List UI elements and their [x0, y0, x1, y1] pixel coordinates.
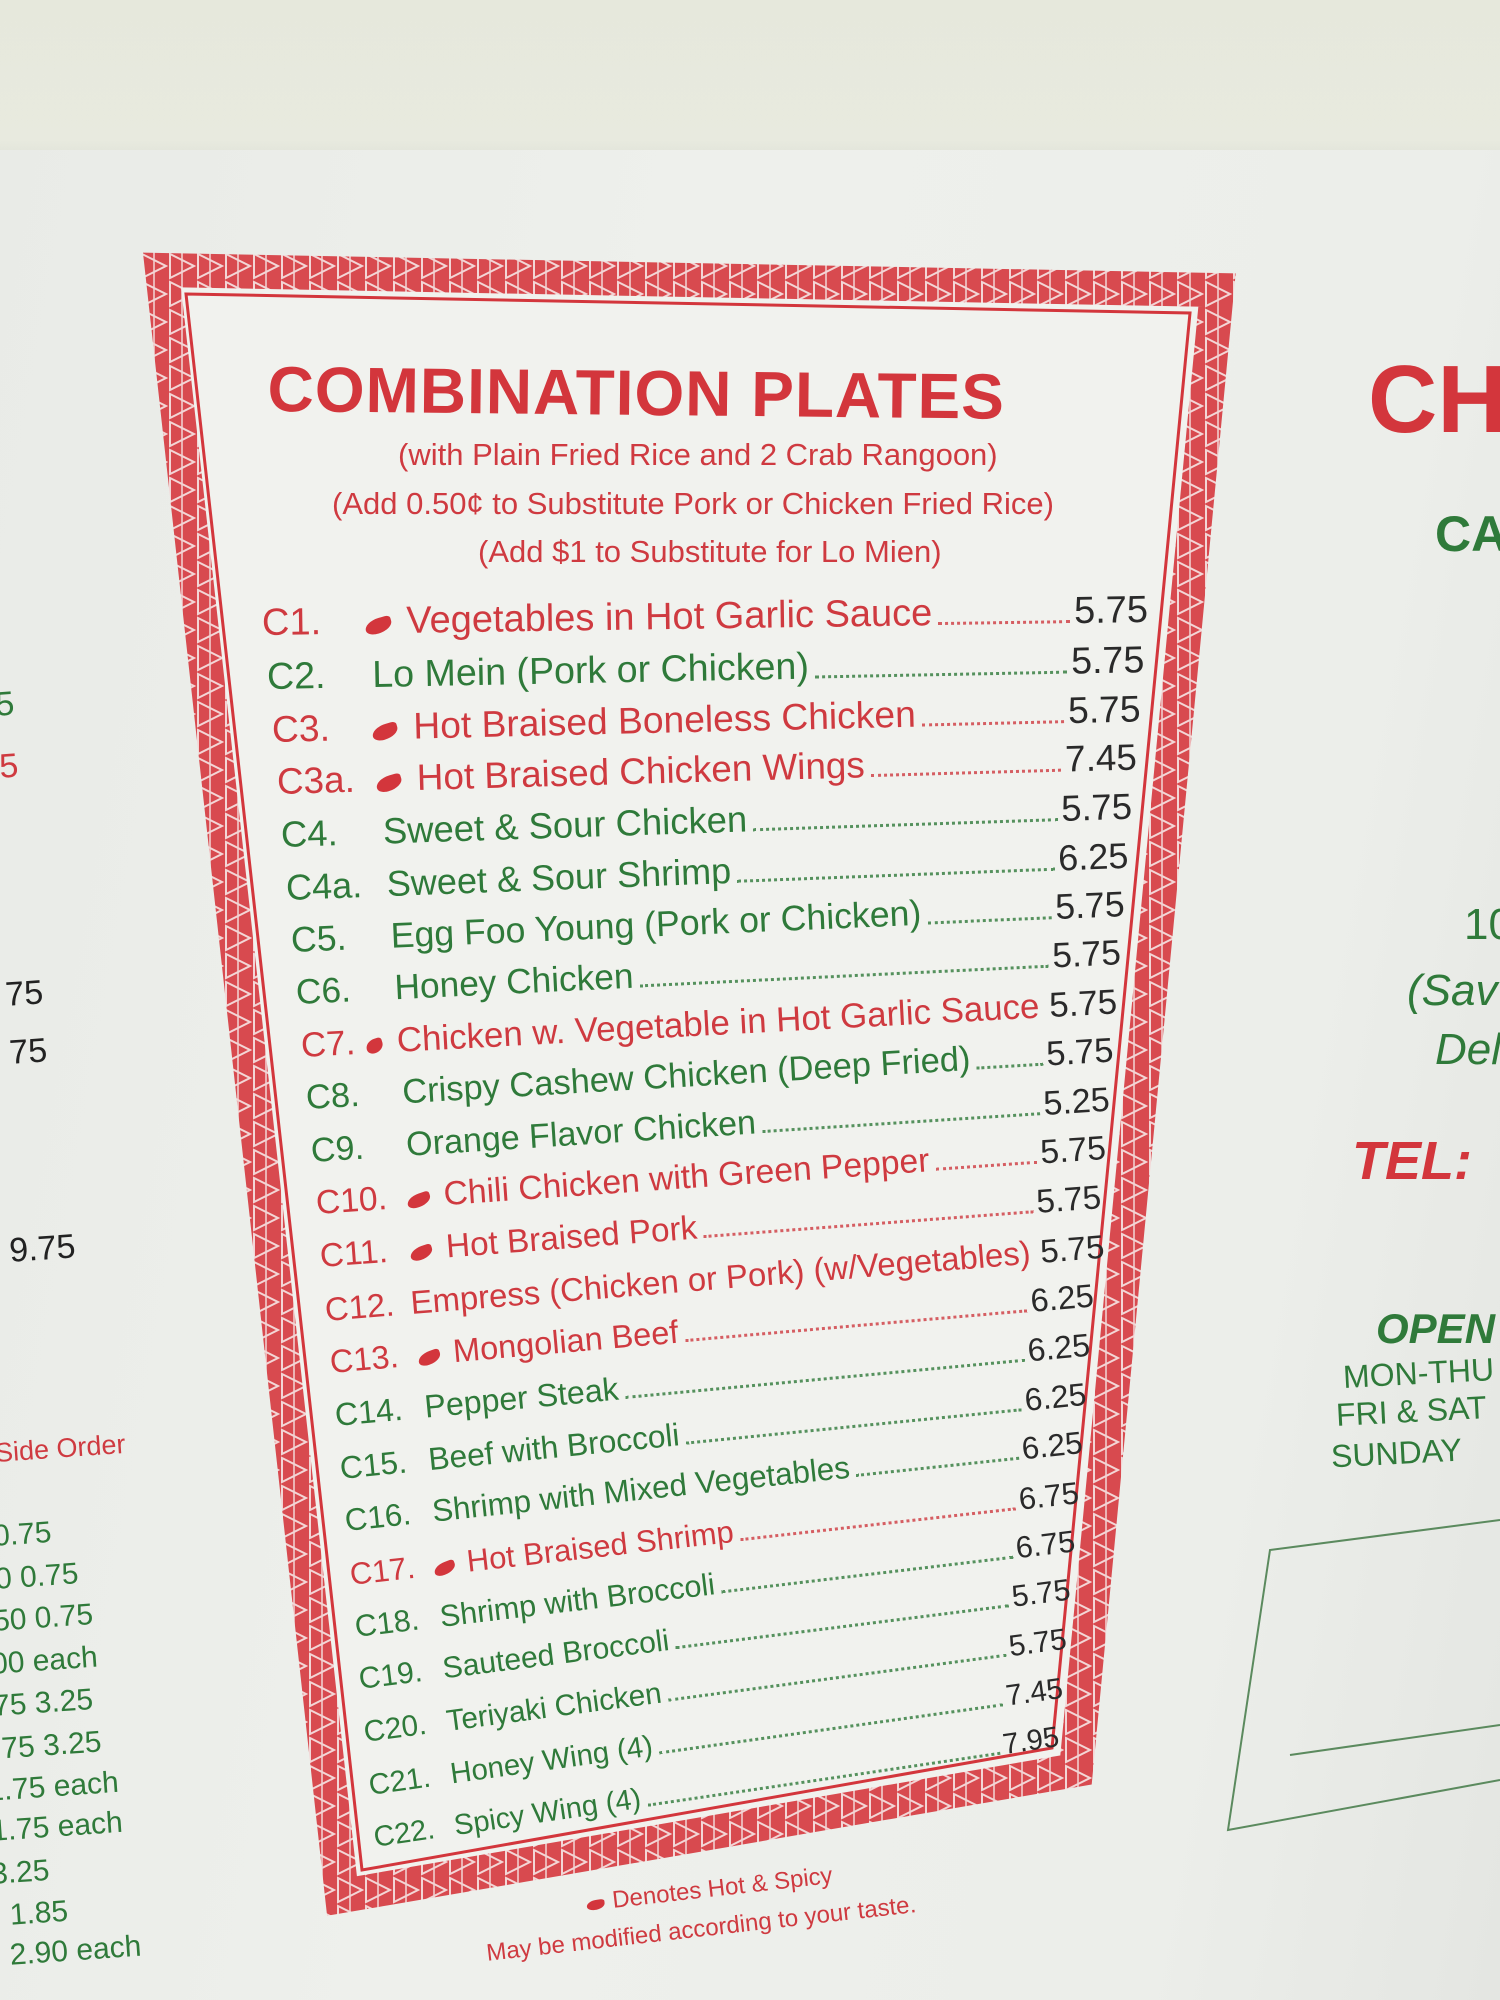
side-order-line: 75 3.25 — [0, 1683, 95, 1723]
item-price: 5.75 — [1038, 1130, 1107, 1172]
menu-title: COMBINATION PLATES — [267, 352, 1006, 433]
address-line: 10 — [1464, 900, 1500, 949]
left-panel-price: 75 — [8, 1031, 49, 1072]
left-panel-price: 75 — [4, 973, 45, 1014]
chili-pepper-icon — [586, 1898, 606, 1911]
item-price: 5.75 — [1070, 638, 1145, 682]
item-price: 5.75 — [1007, 1622, 1069, 1663]
item-price: 5.75 — [1045, 1031, 1115, 1074]
chili-pepper-icon — [374, 772, 404, 795]
border-frame — [142, 252, 1236, 1916]
menu-subtitle: (Add $1 to Substitute for Lo Mien) — [478, 534, 942, 569]
address-line: (Sav — [1407, 966, 1498, 1015]
item-code: C4a. — [285, 864, 364, 909]
left-panel-price: 5 — [0, 684, 16, 724]
item-price: 5.75 — [1073, 589, 1149, 633]
item-code: C1. — [261, 601, 322, 645]
item-price: 5.75 — [1048, 982, 1119, 1026]
dot-leader — [938, 620, 1071, 626]
chili-pepper-icon — [395, 1302, 401, 1316]
chili-pepper-icon — [408, 1242, 436, 1264]
dot-leader — [753, 818, 1059, 832]
item-price: 7.45 — [1064, 736, 1137, 780]
dot-leader — [814, 670, 1068, 679]
item-price: 5.75 — [1054, 884, 1126, 928]
chili-pepper-icon — [404, 1190, 432, 1211]
hours-line: SUNDAY — [1330, 1431, 1463, 1475]
chili-pepper-icon — [416, 1348, 443, 1369]
side-order-line: . 1.85 — [0, 1894, 70, 1933]
left-panel-price: 9.75 — [8, 1227, 77, 1270]
item-price: 5.75 — [1039, 1228, 1106, 1271]
item-price: 6.75 — [1016, 1474, 1081, 1517]
item-price: 5.75 — [1010, 1573, 1073, 1614]
chili-pepper-icon — [364, 1037, 385, 1056]
item-price: 5.25 — [1041, 1081, 1111, 1124]
item-code: C11. — [318, 1233, 390, 1276]
item-code: C5. — [290, 917, 348, 961]
hours-heading: OPEN — [1376, 1305, 1496, 1352]
item-price: 6.25 — [1025, 1327, 1092, 1369]
side-order-line: 3.25 — [0, 1853, 51, 1891]
item-price: 5.75 — [1067, 687, 1141, 732]
item-price: 5.75 — [1035, 1179, 1103, 1222]
item-price: 5.75 — [1051, 933, 1122, 976]
dot-leader — [921, 720, 1065, 727]
item-code: C3a. — [275, 759, 355, 803]
chili-pepper-icon — [363, 614, 393, 637]
dot-leader — [870, 768, 1062, 778]
dot-leader — [976, 1063, 1043, 1070]
item-price: 6.25 — [1029, 1277, 1096, 1320]
restaurant-subtitle-partial: CA — [1435, 506, 1500, 562]
item-price: 6.75 — [1013, 1523, 1077, 1565]
item-code: C9. — [309, 1129, 365, 1171]
chili-pepper-icon — [370, 721, 400, 743]
left-panel-price: 5 — [0, 746, 20, 786]
item-price: 7.45 — [1003, 1671, 1066, 1713]
dot-leader — [737, 867, 1056, 884]
item-code: C12. — [323, 1285, 397, 1329]
item-name: Vegetables in Hot Garlic Sauce — [406, 592, 933, 643]
hours-line: FRI & SAT — [1335, 1389, 1488, 1433]
item-code: C13. — [328, 1338, 401, 1381]
item-code: C10. — [314, 1180, 388, 1223]
side-order-line: 0 0.75 — [0, 1557, 80, 1596]
item-price: 6.25 — [1019, 1425, 1084, 1467]
item-code: C2. — [266, 654, 326, 698]
restaurant-name-partial: CH — [1368, 346, 1500, 453]
side-order-line: 50 0.75 — [0, 1598, 95, 1638]
item-name: Lo Mein (Pork or Chicken) — [371, 644, 810, 696]
item-code: C6. — [295, 970, 352, 1013]
item-code: C4. — [280, 812, 339, 856]
item-price: 6.25 — [1057, 835, 1130, 879]
chili-pepper-icon — [431, 1558, 457, 1578]
item-code: C7. — [299, 1023, 357, 1066]
right-panel-box — [1226, 1519, 1500, 1832]
address-line: Del — [1435, 1025, 1500, 1074]
item-price: 5.75 — [1060, 785, 1134, 830]
menu-subtitle: (Add 0.50¢ to Substitute Pork or Chicken… — [332, 486, 1054, 521]
item-code: C3. — [271, 706, 331, 751]
item-price: 6.25 — [1022, 1376, 1088, 1419]
dot-leader — [927, 916, 1052, 925]
telephone-label: TEL: — [1352, 1131, 1472, 1191]
menu-subtitle: (with Plain Fried Rice and 2 Crab Rangoo… — [398, 437, 998, 472]
item-code: C8. — [304, 1076, 361, 1118]
side-order-line: 0.75 — [0, 1515, 53, 1553]
dot-leader — [935, 1161, 1037, 1172]
